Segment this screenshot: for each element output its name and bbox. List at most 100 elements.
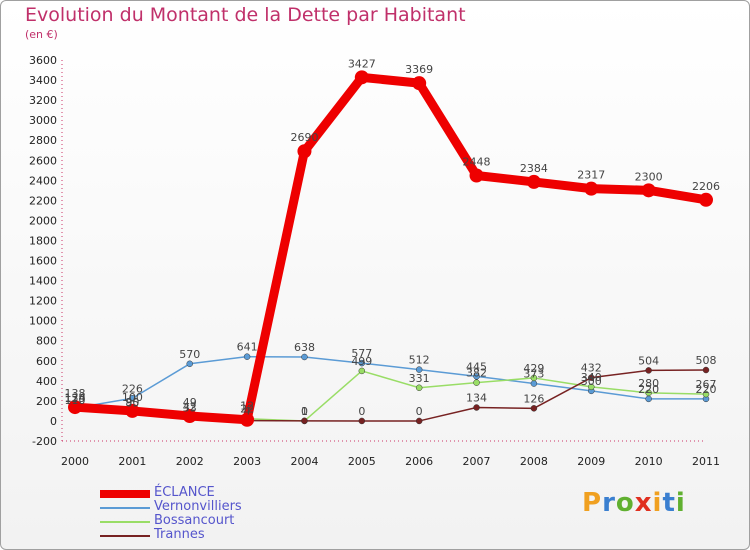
data-label: 3369	[405, 63, 433, 76]
data-label: 445	[466, 360, 487, 373]
x-tick-label: 2007	[463, 455, 491, 468]
x-tick-label: 2003	[233, 455, 261, 468]
data-label: 570	[179, 348, 200, 361]
x-tick-label: 2002	[176, 455, 204, 468]
data-point	[301, 353, 308, 361]
legend-swatch	[100, 490, 150, 498]
logo-letter: t	[662, 488, 676, 518]
y-tick-label: 1200	[29, 295, 57, 308]
data-label: 373	[523, 368, 544, 381]
data-point	[358, 359, 366, 367]
x-tick-label: 2009	[577, 455, 605, 468]
x-tick-label: 2006	[405, 455, 433, 468]
data-label: 110	[65, 394, 86, 407]
data-label: 22	[240, 403, 254, 416]
data-label: 340	[581, 371, 602, 384]
data-point	[354, 70, 369, 85]
data-point	[530, 374, 538, 382]
logo-letter: i	[675, 488, 686, 518]
data-label: 129	[65, 392, 86, 405]
legend-swatch	[100, 521, 150, 523]
data-label: 504	[638, 354, 659, 367]
data-label: 12	[240, 400, 254, 413]
y-tick-label: 600	[36, 355, 57, 368]
data-label: 499	[351, 355, 372, 368]
data-label: 0	[416, 405, 423, 418]
proxiti-logo: Proxiti	[582, 488, 686, 518]
y-tick-label: 1400	[29, 275, 57, 288]
y-tick-label: 2400	[29, 174, 57, 187]
data-label: 512	[409, 354, 430, 367]
x-tick-label: 2008	[520, 455, 548, 468]
data-point	[297, 144, 312, 159]
x-tick-label: 2001	[118, 455, 146, 468]
legend-label: Trannes	[154, 527, 205, 542]
chart-axes: -200020040060080010001200140016001800200…	[29, 54, 720, 468]
legend-label: Vernonvilliers	[154, 499, 242, 514]
data-label: 2448	[463, 156, 491, 169]
data-point	[588, 374, 595, 381]
legend-label: ÉCLANCE	[154, 485, 215, 500]
chart-subtitle: (en €)	[25, 28, 58, 41]
data-point	[702, 390, 710, 398]
data-label: 42	[183, 401, 197, 414]
data-label: 1	[301, 405, 308, 418]
data-point	[699, 192, 713, 207]
data-point	[243, 353, 251, 360]
data-label: 2206	[692, 180, 720, 193]
data-label: 2690	[290, 131, 318, 144]
data-point	[588, 383, 595, 391]
logo-letter: x	[634, 488, 653, 518]
logo-letter: i	[652, 488, 663, 518]
data-label: 267	[696, 378, 717, 391]
data-label: 134	[65, 392, 86, 405]
data-point	[415, 384, 423, 392]
data-label: 3427	[348, 57, 376, 70]
data-point	[358, 367, 366, 375]
y-tick-label: 0	[50, 415, 57, 428]
data-label: 300	[581, 375, 602, 388]
data-point	[469, 168, 484, 183]
y-tick-label: 3200	[29, 94, 57, 107]
data-label: 382	[466, 367, 487, 380]
data-label: 638	[294, 341, 315, 354]
y-tick-label: -200	[32, 435, 57, 448]
data-point	[186, 360, 193, 368]
data-label: 331	[409, 372, 430, 385]
x-tick-label: 2005	[348, 455, 376, 468]
data-point	[182, 409, 197, 424]
data-label: 138	[65, 387, 86, 400]
y-tick-label: 3000	[29, 114, 57, 127]
logo-letter: P	[582, 488, 603, 518]
y-tick-label: 3400	[29, 74, 57, 87]
legend-swatch	[100, 507, 150, 509]
data-point	[301, 417, 308, 425]
data-label: 220	[638, 383, 659, 396]
y-tick-label: 400	[36, 375, 57, 388]
data-point	[415, 417, 423, 425]
data-point	[358, 417, 366, 425]
legend-swatch	[100, 535, 150, 537]
x-tick-label: 2010	[635, 455, 663, 468]
chart-title: Evolution du Montant de la Dette par Hab…	[25, 4, 466, 26]
y-tick-label: 1000	[29, 315, 57, 328]
data-point	[412, 76, 427, 91]
series-line	[70, 72, 711, 425]
data-point	[240, 412, 255, 427]
data-label: 2384	[520, 162, 548, 175]
data-label: 0	[358, 405, 365, 418]
data-label: 280	[638, 377, 659, 390]
data-label: 4	[244, 405, 251, 418]
data-label: 49	[183, 396, 197, 409]
y-tick-label: 800	[36, 335, 57, 348]
data-label: 429	[523, 362, 544, 375]
data-point	[473, 379, 480, 386]
data-point	[415, 366, 423, 373]
data-label: 2300	[635, 170, 663, 183]
logo-letter: r	[602, 488, 616, 518]
data-point	[473, 404, 480, 411]
data-label: 100	[122, 391, 143, 404]
